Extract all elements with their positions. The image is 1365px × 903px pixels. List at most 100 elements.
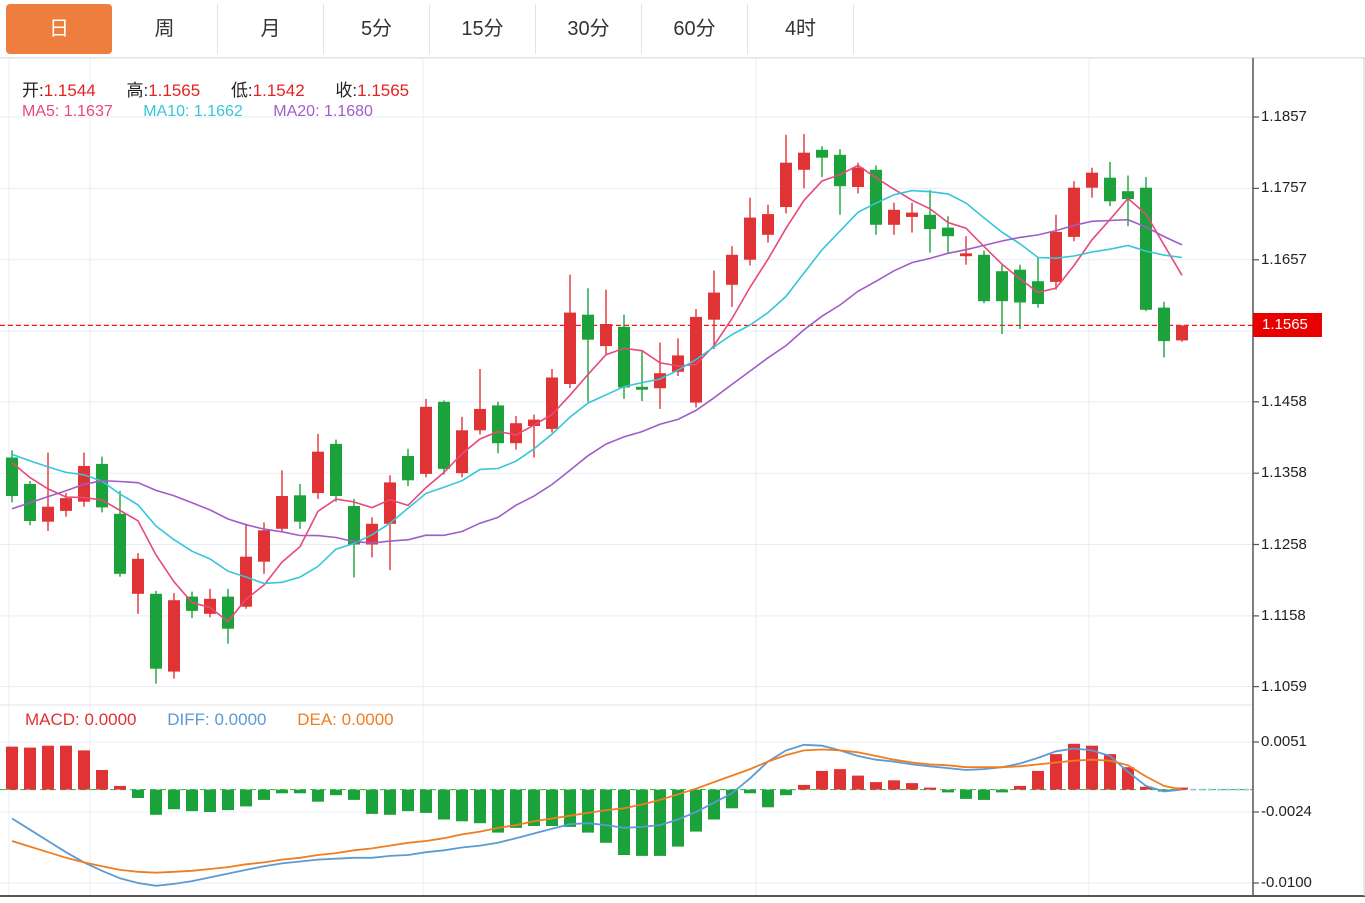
candle — [924, 189, 936, 253]
macd-bar — [762, 789, 774, 808]
macd-bar — [420, 789, 432, 813]
diff-label: DIFF: — [167, 710, 210, 729]
tab-5min[interactable]: 5分 — [324, 3, 430, 54]
macd-bar — [456, 789, 468, 822]
dea-value: 0.0000 — [341, 710, 394, 729]
candle — [564, 274, 576, 389]
candle — [294, 483, 306, 529]
tab-15min[interactable]: 15分 — [430, 3, 536, 54]
macd-bar — [78, 750, 90, 790]
candle — [1014, 264, 1026, 329]
candles-layer — [6, 134, 1188, 684]
macd-bar — [258, 789, 270, 800]
macd-bar — [402, 789, 414, 812]
macd-bar — [168, 789, 180, 810]
ma10-line — [11, 189, 1183, 585]
macd-bar — [1014, 785, 1026, 790]
macd-bar — [1032, 770, 1044, 790]
candle — [906, 202, 918, 233]
vertical-gridlines — [8, 58, 1090, 896]
macd-bar — [492, 789, 504, 833]
candle — [312, 433, 324, 499]
high-value: 1.1565 — [148, 81, 201, 100]
candle — [402, 448, 414, 486]
candle — [258, 522, 270, 574]
diff-value: 0.0000 — [214, 710, 267, 729]
macd-bar — [1104, 754, 1116, 790]
close-value: 1.1565 — [357, 81, 410, 100]
macd-bar — [780, 789, 792, 796]
low-label: 低: — [230, 81, 253, 100]
ma-readout: MA5: 1.1637 MA10: 1.1662 MA20: 1.1680 — [22, 103, 373, 121]
price-axis-label: 1.1158 — [1261, 607, 1306, 624]
macd-bar — [294, 789, 306, 794]
macd-bar — [330, 789, 342, 796]
macd-bar — [798, 784, 810, 790]
macd-bar — [438, 789, 450, 820]
tab-weekly[interactable]: 周 — [112, 3, 218, 54]
candle — [474, 369, 486, 435]
macd-bar — [942, 789, 954, 793]
candle — [654, 342, 666, 409]
candle — [204, 588, 216, 618]
candle — [708, 270, 720, 349]
macd-bar — [1140, 786, 1152, 790]
tab-4hour[interactable]: 4时 — [748, 3, 854, 54]
macd-bar — [690, 789, 702, 832]
macd-bar — [1176, 787, 1188, 790]
candle — [870, 165, 882, 235]
candle — [240, 523, 252, 609]
macd-value: 0.0000 — [84, 710, 137, 729]
ma5-label: MA5: — [22, 103, 60, 120]
candle — [690, 309, 702, 408]
price-axis-label: 1.1857 — [1261, 108, 1307, 125]
ma20-line — [11, 218, 1183, 544]
candle — [438, 400, 450, 475]
candle — [1176, 325, 1188, 342]
macd-bar — [1122, 767, 1134, 790]
macd-bar — [834, 769, 846, 790]
macd-bar — [618, 789, 630, 855]
ma5-line — [11, 164, 1183, 623]
tab-monthly[interactable]: 月 — [218, 3, 324, 54]
macd-bar — [816, 770, 828, 790]
macd-bar — [924, 787, 936, 790]
candle — [798, 134, 810, 189]
candle — [546, 369, 558, 433]
tab-30min[interactable]: 30分 — [536, 3, 642, 54]
macd-bar — [1086, 745, 1098, 790]
candle — [510, 416, 522, 450]
candle — [816, 146, 828, 177]
macd-histogram — [6, 743, 1188, 856]
ma20-value: 1.1680 — [323, 103, 373, 120]
low-value: 1.1542 — [252, 81, 305, 100]
ma20-label: MA20: — [273, 103, 320, 120]
axis-ticks — [1253, 116, 1259, 884]
ma10-value: 1.1662 — [193, 103, 243, 120]
macd-bar — [996, 789, 1008, 793]
ma10-label: MA10: — [143, 103, 190, 120]
macd-label: MACD: — [25, 710, 80, 729]
timeframe-tabbar: 日 周 月 5分 15分 30分 60分 4时 — [0, 0, 1365, 58]
macd-bar — [276, 789, 288, 794]
macd-bar — [852, 775, 864, 790]
candle — [456, 416, 468, 478]
candle — [1104, 162, 1116, 207]
macd-bar — [6, 746, 18, 790]
candle — [6, 450, 18, 503]
macd-bar — [888, 780, 900, 790]
dea-label: DEA: — [297, 710, 337, 729]
price-axis-label: 1.1458 — [1261, 393, 1307, 410]
price-axis-label: 1.1258 — [1261, 536, 1307, 553]
tab-daily[interactable]: 日 — [6, 3, 112, 54]
candle — [834, 149, 846, 215]
tab-60min[interactable]: 60分 — [642, 3, 748, 54]
macd-bar — [600, 789, 612, 843]
candle — [330, 439, 342, 502]
macd-bar — [546, 789, 558, 826]
candle — [96, 456, 108, 513]
macd-bar — [366, 789, 378, 814]
ohlc-readout: 开:1.1544 高:1.1565 低:1.1542 收:1.1565 — [22, 76, 409, 101]
